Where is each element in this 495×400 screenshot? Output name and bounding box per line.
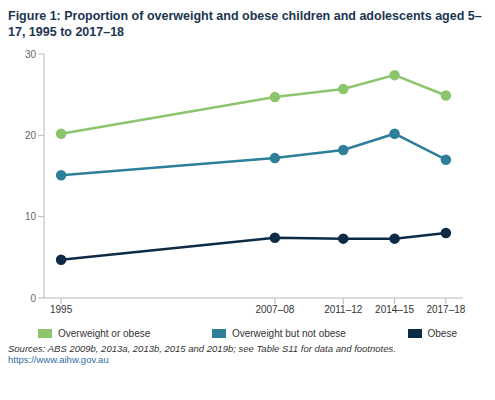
- svg-text:2017–18: 2017–18: [426, 304, 465, 315]
- svg-text:0: 0: [30, 293, 36, 304]
- html-text:Sources: ABS 2009b, 2013a, 201: Sources: ABS 2009b, 2013a, 2013b, 2015 a…: [8, 343, 396, 354]
- svg-text:1995: 1995: [50, 304, 73, 315]
- html-text:Overweight or obese: Overweight or obese: [58, 328, 151, 339]
- html-text:Overweight but not obese: Overweight but not obese: [231, 328, 346, 339]
- svg-text:2014–15: 2014–15: [375, 304, 414, 315]
- svg-text:20: 20: [25, 130, 37, 141]
- svg-text:10: 10: [25, 211, 37, 222]
- html-text:https://www.aihw.gov.au: https://www.aihw.gov.au: [8, 354, 109, 365]
- svg-text:2007–08: 2007–08: [255, 304, 294, 315]
- svg-text:30: 30: [25, 49, 37, 60]
- svg-text:2011–12: 2011–12: [324, 304, 363, 315]
- html-text:Obese: Obese: [427, 328, 457, 339]
- html-text:Figure 1: Proportion of overwe: Figure 1: Proportion of overweight and o…: [8, 9, 482, 39]
